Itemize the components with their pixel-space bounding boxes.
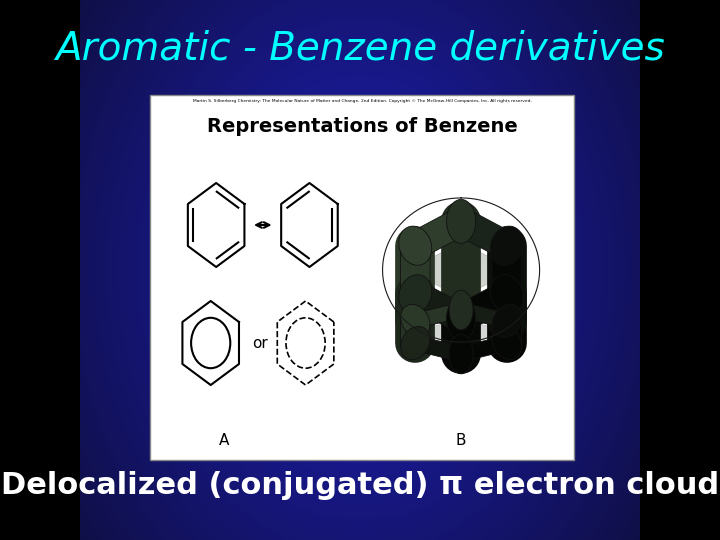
Polygon shape	[400, 238, 430, 302]
Ellipse shape	[492, 326, 521, 360]
Polygon shape	[492, 238, 522, 302]
Ellipse shape	[490, 226, 523, 265]
Polygon shape	[435, 320, 487, 344]
Ellipse shape	[446, 199, 476, 244]
Polygon shape	[400, 302, 461, 325]
FancyBboxPatch shape	[150, 95, 574, 460]
Ellipse shape	[446, 296, 476, 341]
Text: or: or	[253, 335, 269, 350]
Polygon shape	[400, 317, 430, 347]
Ellipse shape	[399, 275, 432, 314]
Text: Delocalized (conjugated) π electron cloud: Delocalized (conjugated) π electron clou…	[1, 471, 719, 500]
Polygon shape	[400, 205, 461, 254]
Polygon shape	[461, 302, 522, 325]
Text: A: A	[219, 433, 229, 448]
Polygon shape	[492, 317, 522, 347]
Ellipse shape	[400, 305, 430, 338]
Ellipse shape	[449, 334, 473, 374]
Polygon shape	[461, 286, 522, 335]
Polygon shape	[435, 242, 487, 298]
Polygon shape	[461, 339, 522, 362]
Ellipse shape	[449, 290, 473, 330]
Ellipse shape	[400, 326, 430, 360]
Polygon shape	[400, 339, 461, 362]
Text: Representations of Benzene: Representations of Benzene	[207, 117, 517, 136]
Polygon shape	[400, 286, 461, 335]
Text: Martin S. Silberberg Chemistry: The Molecular Nature of Matter and Change, 2nd E: Martin S. Silberberg Chemistry: The Mole…	[192, 99, 531, 103]
Text: Aromatic - Benzene derivatives: Aromatic - Benzene derivatives	[55, 30, 665, 68]
Polygon shape	[461, 205, 522, 254]
Ellipse shape	[399, 226, 432, 265]
Ellipse shape	[492, 305, 521, 338]
Ellipse shape	[490, 275, 523, 314]
Text: B: B	[456, 433, 467, 448]
